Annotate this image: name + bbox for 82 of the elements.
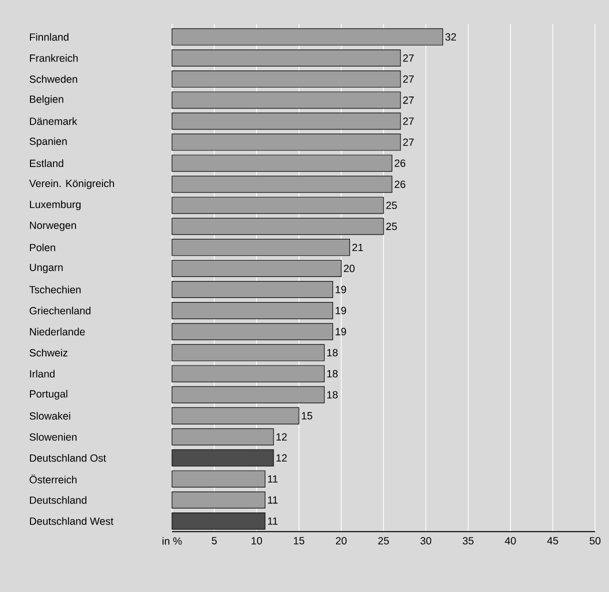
bar — [172, 280, 334, 298]
data-label: 19 — [336, 286, 346, 294]
bar — [172, 70, 401, 88]
x-tick-label: 40 — [504, 536, 516, 544]
bar — [172, 218, 384, 235]
data-label: 18 — [327, 370, 338, 378]
y-tick-label: Tschechien — [29, 286, 81, 294]
bar — [172, 134, 401, 151]
y-tick-label: Finnland — [30, 32, 68, 41]
y-tick-label: Spanien — [30, 137, 67, 147]
bar — [172, 176, 392, 193]
y-tick-label: Irland — [30, 370, 55, 378]
bar — [172, 91, 401, 108]
data-label: 25 — [386, 222, 397, 230]
y-tick-label: Griechenland — [30, 306, 90, 314]
y-tick-label: Belgien — [30, 95, 64, 105]
x-tick-label: 5 — [212, 536, 217, 544]
x-tick-label: 35 — [462, 536, 474, 544]
y-tick-label: Niederlande — [30, 328, 85, 336]
y-tick-label: Frankreich — [30, 54, 78, 62]
bar — [172, 344, 325, 362]
y-tick-label: Deutschland — [30, 496, 86, 504]
data-label: 26 — [394, 159, 406, 167]
y-tick-label: Verein. Königreich — [29, 179, 114, 189]
data-label: 21 — [352, 244, 363, 251]
x-tick-label: 30 — [420, 536, 432, 544]
data-label: 20 — [344, 264, 355, 272]
x-tick-label: 25 — [378, 536, 389, 544]
bar — [172, 260, 342, 277]
bar — [172, 449, 274, 466]
x-tick-label: 20 — [336, 536, 347, 544]
data-label: 27 — [403, 138, 414, 146]
data-label: 19 — [336, 306, 346, 314]
data-label: 11 — [268, 475, 278, 482]
y-tick-label: Ungarn — [30, 264, 63, 273]
bar — [172, 238, 350, 256]
y-tick-label: Luxemburg — [30, 200, 81, 210]
bar — [172, 322, 334, 340]
bar — [172, 386, 325, 404]
bar — [172, 428, 274, 446]
bar — [172, 491, 266, 508]
y-tick-label: Deutschland West — [30, 517, 114, 525]
x-tick-label: 45 — [547, 536, 558, 544]
bar — [172, 470, 266, 488]
data-label: 27 — [403, 75, 414, 83]
y-tick-label: Slowakei — [30, 412, 70, 420]
bar — [172, 302, 334, 319]
x-tick-label: 15 — [294, 536, 304, 544]
data-label: 27 — [403, 54, 414, 62]
y-tick-label: Schweiz — [30, 348, 68, 356]
bar — [172, 28, 444, 46]
data-label: 25 — [386, 202, 397, 209]
data-label: 26 — [394, 180, 406, 188]
y-tick-label: Portugal — [30, 390, 68, 400]
bar — [172, 196, 384, 214]
y-tick-label: Norwegen — [30, 222, 76, 231]
bar — [172, 49, 401, 66]
data-label: 11 — [268, 517, 278, 524]
bar — [172, 154, 392, 172]
x-tick-label: 50 — [590, 536, 600, 544]
bar — [172, 365, 325, 382]
data-label: 32 — [445, 33, 456, 40]
y-tick-label: Slowenien — [30, 432, 77, 441]
y-tick-label: Dänemark — [30, 117, 78, 125]
x-tick-label: in % — [162, 536, 182, 545]
y-tick-label: Deutschland Ost — [30, 454, 106, 462]
x-tick-label: 10 — [252, 536, 262, 544]
data-label: 27 — [403, 117, 414, 125]
data-label: 18 — [327, 348, 338, 356]
data-label: 12 — [276, 433, 287, 440]
data-label: 12 — [276, 454, 287, 462]
y-tick-label: Estland — [30, 159, 64, 167]
bar — [172, 112, 401, 130]
data-label: 11 — [268, 496, 278, 504]
bar — [172, 407, 300, 424]
y-tick-label: Österreich — [30, 474, 77, 484]
data-label: 18 — [327, 390, 338, 398]
data-label: 27 — [403, 96, 414, 104]
data-label: 19 — [336, 328, 346, 336]
y-tick-label: Schweden — [30, 75, 78, 83]
y-tick-label: Polen — [30, 243, 56, 252]
data-label: 15 — [302, 412, 312, 420]
